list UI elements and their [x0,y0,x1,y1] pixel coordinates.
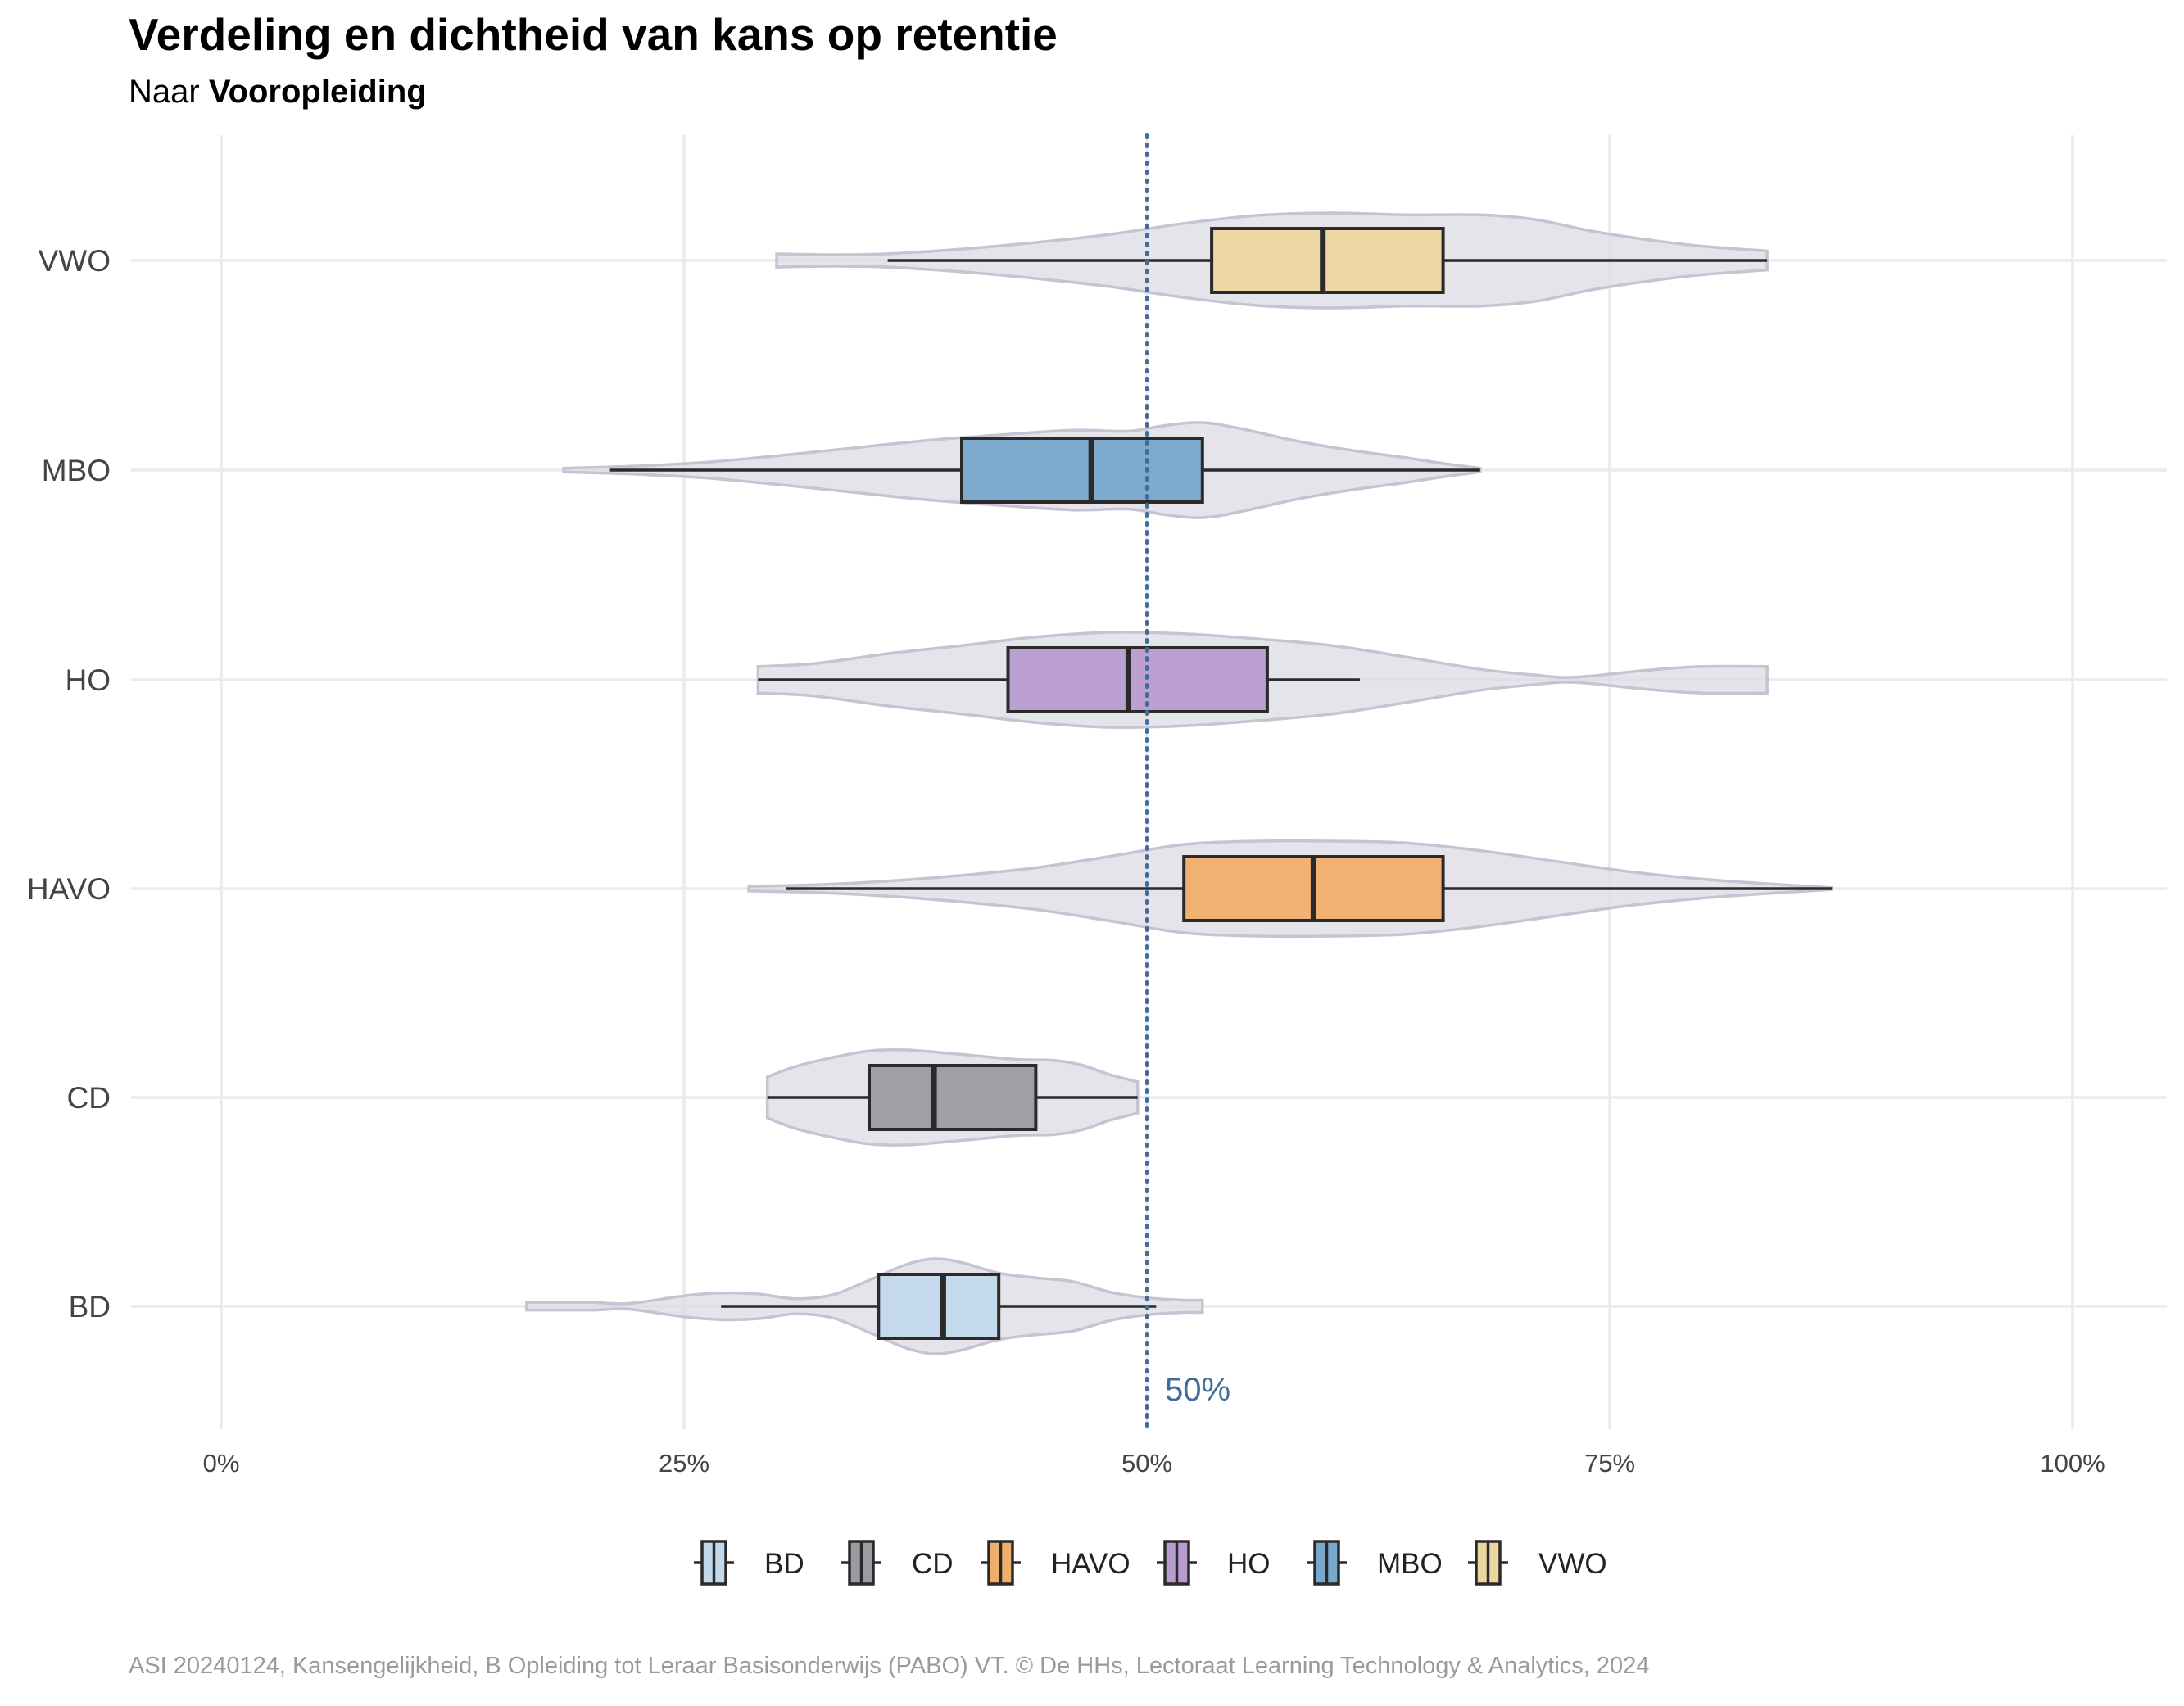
legend-label: MBO [1377,1548,1443,1580]
legend-item-bd: BD [694,1540,804,1586]
subtitle-prefix: Naar [129,74,209,110]
y-tick-label: VWO [39,244,111,278]
x-tick-label: 75% [1584,1449,1635,1477]
legend-item-vwo: VWO [1468,1540,1607,1586]
legend-label: CD [912,1548,954,1580]
legend: BD CD HAVO HO MBO VWO [694,1540,1607,1586]
source-caption: ASI 20240124, Kansengelijkheid, B Opleid… [129,1653,1650,1679]
legend-item-havo: HAVO [981,1540,1131,1586]
series-vwo [775,211,1769,310]
series-mbo [562,421,1482,519]
y-tick-label: MBO [42,454,111,487]
x-tick-label: 50% [1121,1449,1172,1477]
legend-item-ho: HO [1157,1540,1271,1586]
y-tick-label: CD [67,1081,111,1115]
legend-label: HAVO [1051,1548,1131,1580]
gridlines [131,135,2167,1429]
legend-label: BD [764,1548,804,1580]
x-tick-label: 0% [203,1449,240,1477]
y-tick-label: HO [66,663,111,697]
y-tick-label: BD [69,1290,111,1324]
series-bd [525,1257,1204,1355]
box [960,437,1204,504]
series-cd [765,1048,1140,1147]
box [1210,227,1445,294]
legend-item-cd: CD [841,1540,954,1586]
series-havo [747,839,1833,939]
y-tick-label: HAVO [27,872,111,906]
chart-title: Verdeling en dichtheid van kans op reten… [129,9,1058,60]
chart-subtitle: Naar Vooropleiding [129,74,427,111]
x-tick-label: 25% [659,1449,709,1477]
box [1006,646,1269,713]
x-tick-label: 100% [2040,1449,2105,1477]
legend-item-mbo: MBO [1307,1540,1443,1586]
box [877,1273,1001,1340]
series-ho [756,631,1769,729]
subtitle-group-variable: Vooropleiding [208,74,427,110]
box [868,1064,1038,1131]
reference-line-label: 50% [1165,1372,1230,1408]
legend-label: HO [1227,1548,1271,1580]
legend-label: VWO [1538,1548,1607,1580]
